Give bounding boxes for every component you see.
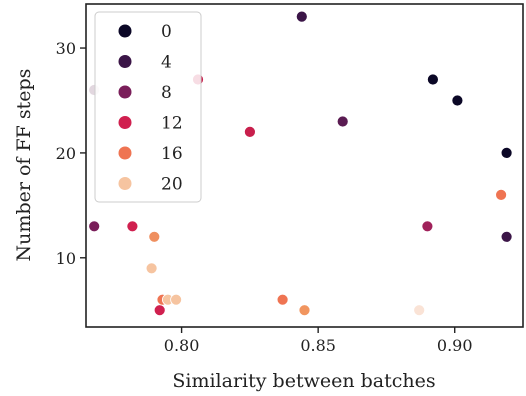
data-point	[243, 125, 256, 138]
legend-marker	[118, 55, 132, 68]
axis-layer: 0.80 0.85 0.90 10 20 30	[56, 39, 473, 355]
legend: 0 4 8 12 16 20	[94, 11, 202, 203]
legend-label: 4	[161, 53, 172, 73]
legend-label: 20	[161, 175, 183, 195]
legend-label: 8	[161, 83, 172, 103]
x-tick-label: 0.80	[164, 336, 200, 355]
data-point	[495, 188, 508, 201]
y-tick-label: 20	[56, 144, 76, 163]
data-point	[88, 220, 101, 233]
y-tick-label: 10	[56, 249, 76, 268]
legend-label: 16	[161, 144, 183, 164]
data-point	[451, 94, 464, 107]
legend-marker	[118, 24, 132, 38]
data-point	[295, 10, 308, 23]
x-axis-title: Similarity between batches	[172, 370, 435, 392]
x-tick-label: 0.90	[437, 336, 473, 355]
data-point	[170, 293, 183, 306]
data-point	[336, 115, 349, 128]
x-tick-label: 0.85	[300, 336, 336, 355]
legend-box	[94, 11, 202, 203]
data-point	[500, 230, 513, 243]
data-point	[426, 73, 439, 86]
data-point	[126, 220, 139, 233]
y-axis-title: Number of FF steps	[13, 69, 35, 262]
plot-frame	[85, 3, 524, 328]
data-point	[148, 230, 161, 243]
legend-marker	[118, 85, 132, 99]
legend-label: 0	[161, 22, 172, 42]
data-point	[145, 262, 158, 275]
data-point	[153, 304, 166, 317]
data-point	[298, 304, 311, 317]
legend-marker	[118, 146, 132, 160]
data-point	[276, 293, 289, 306]
legend-marker	[118, 177, 132, 190]
data-point	[500, 146, 513, 159]
data-point	[413, 304, 426, 317]
legend-label: 12	[161, 114, 183, 134]
legend-marker	[118, 116, 132, 129]
data-point	[421, 220, 434, 233]
y-tick-label: 30	[56, 39, 76, 58]
